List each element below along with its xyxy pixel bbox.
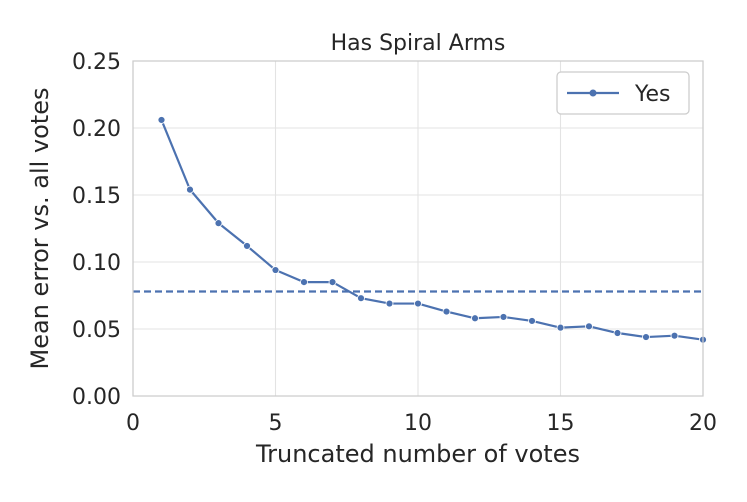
data-point (300, 278, 308, 287)
y-tick-label: 0.10 (72, 251, 121, 276)
x-tick-label: 15 (547, 411, 575, 436)
x-tick-label: 0 (126, 411, 140, 436)
tick-labels: 0 5 10 15 20 0.00 0.05 0.10 0.15 0.20 0.25 (72, 50, 717, 436)
y-tick-label: 0.15 (72, 184, 121, 209)
legend-box (556, 71, 690, 115)
y-tick-label: 0.20 (72, 117, 121, 142)
data-point (385, 299, 394, 308)
data-point (243, 242, 251, 250)
data-point (670, 331, 679, 340)
data-point (357, 294, 365, 303)
legend-label-yes: Yes (634, 82, 671, 107)
data-point (642, 333, 650, 341)
data-point (585, 322, 593, 331)
data-point (157, 116, 166, 124)
data-point (271, 266, 280, 274)
x-axis-title: Truncated number of votes (255, 440, 580, 468)
legend-marker (589, 89, 597, 97)
data-point (499, 313, 508, 321)
legend: Yes (556, 71, 690, 115)
data-point (613, 329, 622, 337)
y-tick-label: 0.25 (72, 50, 121, 75)
data-point (414, 299, 422, 308)
x-tick-label: 20 (689, 411, 717, 436)
data-point (328, 278, 337, 287)
data-point (186, 185, 194, 194)
data-point (528, 317, 536, 325)
data-point (214, 219, 223, 228)
x-tick-label: 10 (404, 411, 432, 436)
plot-frame (132, 60, 704, 397)
y-tick-label: 0.00 (72, 385, 121, 410)
y-tick-label: 0.05 (72, 318, 121, 343)
x-tick-label: 5 (269, 411, 283, 436)
series-layer (157, 116, 707, 344)
data-point (556, 323, 565, 332)
data-point (442, 307, 451, 316)
y-axis-title: Mean error vs. all votes (26, 88, 54, 370)
data-point (471, 314, 479, 323)
chart-title: Has Spiral Arms (331, 31, 506, 56)
series-line-yes (160, 118, 705, 341)
